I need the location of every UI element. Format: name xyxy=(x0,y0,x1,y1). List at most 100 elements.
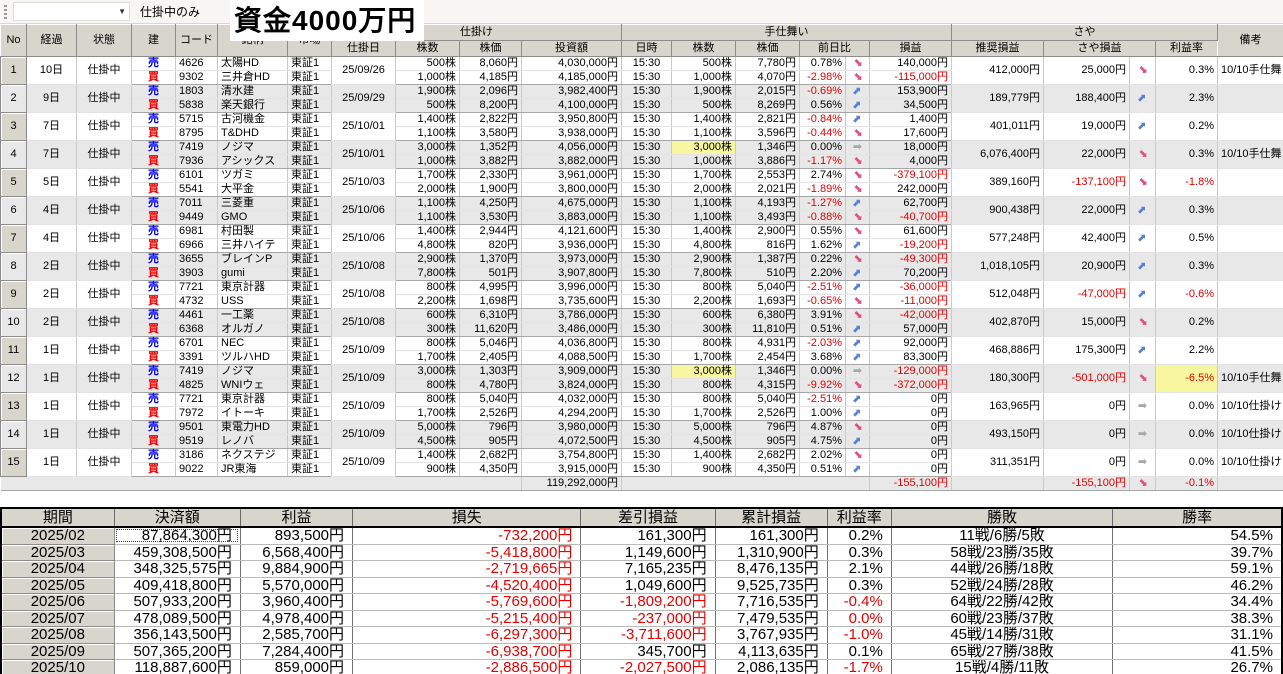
cell-saya-pl[interactable]: 22,000円 xyxy=(1043,140,1130,169)
cell-prev-day-change[interactable]: 0.22% xyxy=(799,252,846,267)
cell-saya-pl[interactable]: 188,400円 xyxy=(1043,84,1130,113)
cell-prev-day-change[interactable]: -2.51% xyxy=(799,280,846,295)
cell-exit-shares[interactable]: 500株 xyxy=(671,56,736,71)
cell-settlement-amount[interactable]: 507,365,200円 xyxy=(114,643,241,660)
cell-pl[interactable]: 61,600円 xyxy=(869,224,952,239)
cell-win-rate[interactable]: 26.7% xyxy=(1112,659,1283,674)
cell-profit[interactable]: 2,585,700円 xyxy=(240,626,354,644)
cell-entry-shares[interactable]: 5,000株 xyxy=(395,420,460,435)
cell-prev-day-change[interactable]: -9.92% xyxy=(799,378,846,393)
cell-win-loss-record[interactable]: 44戦/26勝/18敗 xyxy=(891,560,1114,578)
cell-exit-shares[interactable]: 1,700株 xyxy=(671,406,736,421)
cell-profit-rate[interactable]: 0.0% xyxy=(827,610,892,627)
cell-code[interactable]: 3655 xyxy=(175,252,218,267)
cell-exit-time[interactable]: 15:30 xyxy=(621,126,672,141)
cell-code[interactable]: 3186 xyxy=(175,448,218,463)
cell-no[interactable]: 8 xyxy=(0,252,27,281)
cell-entry-shares[interactable]: 1,900株 xyxy=(395,84,460,99)
cell-prev-day-change[interactable]: -1.17% xyxy=(799,154,846,169)
cell-win-loss-record[interactable]: 64戦/22勝/42敗 xyxy=(891,593,1114,611)
cell-pl[interactable]: -129,000円 xyxy=(869,364,952,379)
cell-profit-rate[interactable]: -0.4% xyxy=(827,593,892,611)
cell-pl[interactable]: -372,000円 xyxy=(869,378,952,393)
cell-market[interactable]: 東証1 xyxy=(287,336,332,351)
cell-entry-amount[interactable]: 3,982,400円 xyxy=(521,84,622,99)
cell-stock-name[interactable]: ノジマ xyxy=(217,364,288,379)
cell-market[interactable]: 東証1 xyxy=(287,126,332,141)
cell-cumulative-pl[interactable]: 7,716,535円 xyxy=(715,593,828,611)
cell-no[interactable]: 1 xyxy=(0,56,27,85)
cell-win-rate[interactable]: 39.7% xyxy=(1112,544,1283,561)
cell-profit-rate[interactable]: -0.6% xyxy=(1155,280,1218,309)
cell-win-rate[interactable]: 31.1% xyxy=(1112,626,1283,644)
cell-code[interactable]: 1803 xyxy=(175,84,218,99)
cell-pl[interactable]: 0円 xyxy=(869,420,952,435)
cell-entry-price[interactable]: 3,530円 xyxy=(459,210,522,225)
cell-status[interactable]: 仕掛中 xyxy=(76,420,132,449)
cell-exit-shares[interactable]: 1,000株 xyxy=(671,70,736,85)
cell-side-buy[interactable]: 買 xyxy=(131,322,176,337)
cell-profit-rate[interactable]: 0.5% xyxy=(1155,224,1218,253)
cell-side-buy[interactable]: 買 xyxy=(131,210,176,225)
cell-period[interactable]: 2025/02 xyxy=(0,526,115,545)
cell-pl[interactable]: 140,000円 xyxy=(869,56,952,71)
cell-profit-rate[interactable]: 2.2% xyxy=(1155,336,1218,365)
cell-side-sell[interactable]: 売 xyxy=(131,336,176,351)
cell-market[interactable]: 東証1 xyxy=(287,364,332,379)
cell-market[interactable]: 東証1 xyxy=(287,182,332,197)
cell-entry-date[interactable]: 25/10/06 xyxy=(331,224,396,253)
cell-status[interactable]: 仕掛中 xyxy=(76,336,132,365)
cell-note[interactable]: 10/10仕掛け xyxy=(1217,392,1283,421)
cell-entry-price[interactable]: 11,620円 xyxy=(459,322,522,337)
cell-entry-shares[interactable]: 2,000株 xyxy=(395,182,460,197)
cell-period[interactable]: 2025/05 xyxy=(0,576,115,594)
cell-entry-amount[interactable]: 3,786,000円 xyxy=(521,308,622,323)
cell-exit-shares[interactable]: 2,000株 xyxy=(671,182,736,197)
cell-exit-shares[interactable]: 800株 xyxy=(671,280,736,295)
cell-entry-amount[interactable]: 4,100,000円 xyxy=(521,98,622,113)
cell-market[interactable]: 東証1 xyxy=(287,56,332,71)
cell-entry-shares[interactable]: 1,400株 xyxy=(395,224,460,239)
cell-market[interactable]: 東証1 xyxy=(287,280,332,295)
cell-pl[interactable]: 62,700円 xyxy=(869,196,952,211)
cell-profit-rate[interactable]: 2.1% xyxy=(827,560,892,578)
cell-exit-shares[interactable]: 1,700株 xyxy=(671,168,736,183)
cell-settlement-amount[interactable]: 118,887,600円 xyxy=(114,659,241,674)
cell-stock-name[interactable]: 太陽HD xyxy=(217,56,288,71)
cell-suggested-pl[interactable]: 402,870円 xyxy=(951,308,1044,337)
cell-cumulative-pl[interactable]: 2,086,135円 xyxy=(715,659,828,674)
cell-stock-name[interactable]: JR東海 xyxy=(217,462,288,477)
cell-elapsed[interactable]: 1日 xyxy=(26,420,77,449)
cell-exit-price[interactable]: 905円 xyxy=(735,434,800,449)
cell-code[interactable]: 3903 xyxy=(175,266,218,281)
cell-no[interactable]: 12 xyxy=(0,364,27,393)
cell-exit-shares[interactable]: 4,800株 xyxy=(671,238,736,253)
cell-suggested-pl[interactable]: 311,351円 xyxy=(951,448,1044,477)
cell-entry-amount[interactable]: 3,996,000円 xyxy=(521,280,622,295)
cell-status[interactable]: 仕掛中 xyxy=(76,364,132,393)
cell-no[interactable]: 15 xyxy=(0,448,27,477)
cell-win-loss-record[interactable]: 11戦/6勝/5敗 xyxy=(891,527,1114,545)
cell-entry-amount[interactable]: 3,980,000円 xyxy=(521,420,622,435)
cell-entry-date[interactable]: 25/10/01 xyxy=(331,140,396,169)
cell-entry-shares[interactable]: 300株 xyxy=(395,322,460,337)
cell-pl[interactable]: 83,300円 xyxy=(869,350,952,365)
cell-market[interactable]: 東証1 xyxy=(287,168,332,183)
cell-elapsed[interactable]: 7日 xyxy=(26,140,77,169)
cell-exit-shares[interactable]: 3,000株 xyxy=(671,364,736,379)
cell-exit-shares[interactable]: 900株 xyxy=(671,462,736,477)
cell-exit-shares[interactable]: 1,700株 xyxy=(671,350,736,365)
cell-no[interactable]: 6 xyxy=(0,196,27,225)
cell-exit-shares[interactable]: 1,400株 xyxy=(671,224,736,239)
cell-exit-price[interactable]: 2,454円 xyxy=(735,350,800,365)
cell-exit-price[interactable]: 1,693円 xyxy=(735,294,800,309)
cell-market[interactable]: 東証1 xyxy=(287,98,332,113)
cell-stock-name[interactable]: イトーキ xyxy=(217,406,288,421)
cell-market[interactable]: 東証1 xyxy=(287,392,332,407)
cell-exit-shares[interactable]: 800株 xyxy=(671,378,736,393)
cell-cumulative-pl[interactable]: 161,300円 xyxy=(715,527,828,545)
cell-entry-shares[interactable]: 1,100株 xyxy=(395,126,460,141)
cell-status[interactable]: 仕掛中 xyxy=(76,168,132,197)
cell-entry-shares[interactable]: 1,700株 xyxy=(395,168,460,183)
cell-suggested-pl[interactable]: 412,000円 xyxy=(951,56,1044,85)
